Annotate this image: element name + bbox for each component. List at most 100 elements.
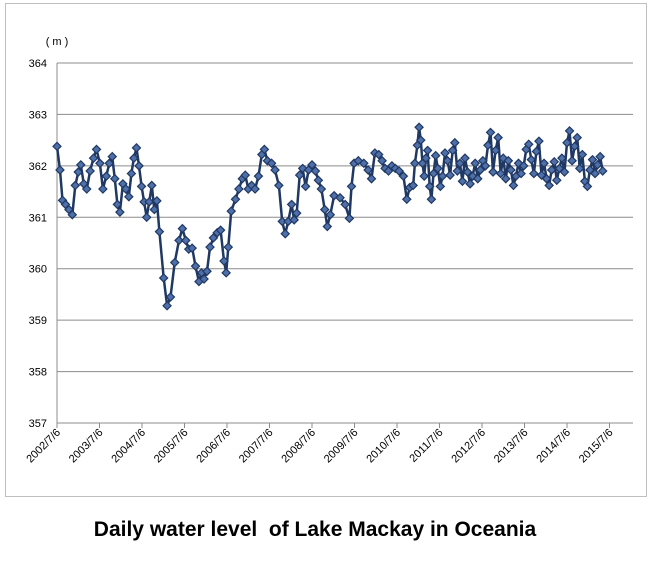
data-point — [270, 165, 280, 175]
data-point — [373, 149, 384, 160]
y-tick-label: 360 — [29, 264, 47, 276]
data-point — [129, 153, 139, 163]
data-point — [577, 149, 588, 160]
data-point — [199, 274, 209, 284]
data-point — [346, 181, 357, 192]
data-point — [483, 140, 493, 151]
data-point — [112, 199, 123, 210]
y-tick-label: 359 — [29, 315, 47, 327]
x-tick-label: 2015/7/6 — [577, 427, 616, 466]
x-tick-label: 2005/7/6 — [152, 427, 191, 466]
data-point — [414, 122, 424, 133]
data-point — [259, 144, 270, 155]
data-point — [567, 155, 577, 166]
data-point — [131, 143, 142, 153]
data-point — [152, 195, 162, 206]
data-point — [572, 132, 583, 143]
data-point — [455, 158, 465, 169]
data-point — [226, 206, 237, 216]
water-level-line — [55, 126, 604, 307]
data-point — [165, 292, 176, 302]
data-point — [253, 171, 264, 181]
data-point — [523, 139, 534, 150]
data-point — [534, 136, 544, 147]
x-tick-label: 2009/7/6 — [322, 427, 361, 466]
data-point — [109, 173, 120, 184]
data-point — [81, 184, 92, 194]
data-point — [286, 199, 297, 210]
data-point — [363, 165, 373, 175]
chart-frame — [5, 3, 647, 497]
data-point — [340, 199, 350, 210]
data-point — [75, 159, 86, 170]
data-point — [230, 194, 241, 205]
data-point — [557, 153, 567, 163]
data-point — [452, 166, 463, 176]
data-point — [445, 170, 455, 180]
x-tick-label: 2004/7/6 — [109, 427, 148, 466]
data-point — [187, 243, 197, 253]
data-point — [531, 146, 542, 157]
data-point — [526, 154, 537, 165]
data-point — [121, 184, 131, 194]
data-point — [435, 181, 446, 192]
data-point — [240, 170, 251, 180]
data-point — [549, 156, 560, 167]
data-point — [162, 300, 172, 311]
x-tick-label: 2003/7/6 — [67, 427, 106, 466]
data-point — [574, 163, 585, 174]
data-point — [325, 209, 336, 220]
data-point — [493, 132, 503, 143]
data-point — [562, 137, 572, 148]
data-point — [307, 159, 317, 170]
data-point — [300, 181, 311, 192]
data-point — [590, 168, 600, 179]
data-point — [310, 166, 321, 176]
data-point — [234, 184, 244, 194]
data-point — [134, 161, 144, 171]
data-point — [457, 176, 468, 187]
data-point — [98, 184, 108, 194]
x-tick-label: 2012/7/6 — [449, 427, 488, 466]
data-point — [126, 168, 137, 179]
data-point — [569, 141, 580, 152]
data-point — [221, 267, 231, 278]
y-tick-label: 362 — [29, 161, 47, 173]
data-point — [144, 197, 155, 207]
data-point — [551, 175, 562, 186]
data-point — [546, 165, 557, 175]
x-tick-label: 2013/7/6 — [492, 427, 531, 466]
data-point — [215, 225, 226, 235]
x-tick-label: 2007/7/6 — [237, 427, 276, 466]
data-point — [154, 226, 165, 237]
data-point — [73, 167, 84, 177]
data-point — [55, 165, 65, 175]
data-point — [424, 181, 435, 192]
data-point — [316, 184, 327, 194]
data-point — [518, 161, 529, 171]
y-unit-label: ( m ) — [46, 36, 69, 48]
data-point — [539, 158, 549, 169]
data-point — [174, 235, 184, 246]
data-point — [123, 191, 134, 202]
data-point — [582, 181, 593, 192]
data-point — [88, 153, 99, 163]
data-point — [294, 170, 305, 180]
data-point — [415, 135, 426, 145]
data-point — [401, 194, 412, 205]
y-tick-label: 361 — [29, 212, 47, 224]
data-point — [366, 173, 377, 184]
data-point — [85, 166, 95, 176]
data-point — [289, 215, 299, 225]
data-point — [205, 242, 215, 252]
data-point — [398, 171, 409, 181]
data-point — [202, 266, 212, 277]
data-point — [495, 168, 506, 179]
data-point — [480, 161, 491, 171]
data-point — [136, 181, 147, 192]
data-point — [146, 180, 157, 191]
data-point — [291, 208, 302, 219]
data-point — [460, 153, 470, 163]
data-point — [180, 235, 191, 246]
